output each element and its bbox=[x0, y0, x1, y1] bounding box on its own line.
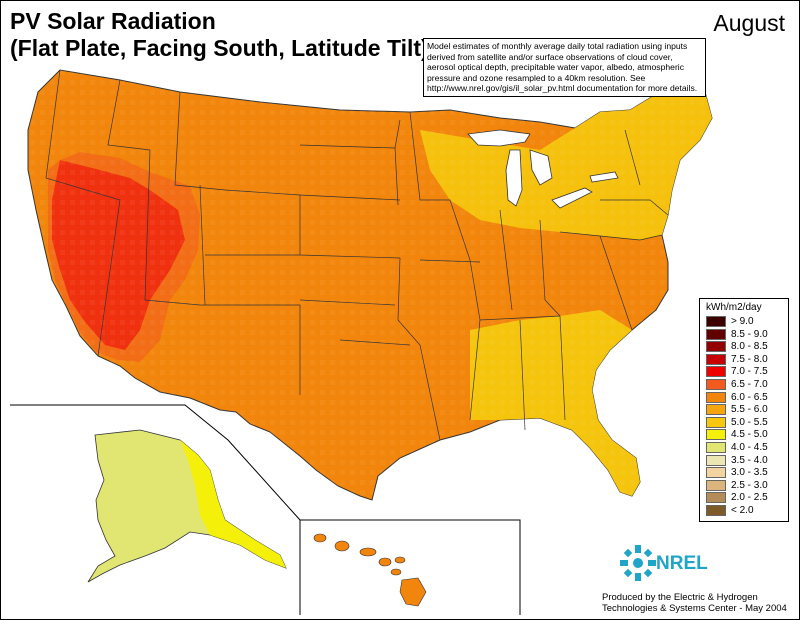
legend-item: < 2.0 bbox=[706, 505, 754, 516]
legend-swatch bbox=[706, 404, 726, 416]
legend-label: 2.0 - 2.5 bbox=[731, 492, 768, 504]
legend-swatch bbox=[706, 479, 726, 491]
legend-item: 3.5 - 4.0 bbox=[706, 454, 768, 466]
legend-label: 5.5 - 6.0 bbox=[731, 404, 768, 416]
legend-label: 8.0 - 8.5 bbox=[731, 341, 768, 353]
legend-item: 8.5 - 9.0 bbox=[706, 328, 768, 340]
legend-swatch bbox=[706, 442, 726, 453]
legend-item: 5.0 - 5.5 bbox=[706, 416, 768, 428]
note-line: derived from satellite and/or surface ob… bbox=[427, 51, 673, 62]
legend-label: 3.0 - 3.5 bbox=[731, 467, 768, 479]
hawaii-inset-border bbox=[300, 519, 521, 615]
legend-item: > 9.0 bbox=[706, 316, 754, 327]
note-line: aerosol optical depth, precipitable wate… bbox=[427, 62, 685, 72]
legend-label: 7.5 - 8.0 bbox=[731, 353, 768, 365]
note-line: http://www.nrel.gov/gis/il_solar_pv.html… bbox=[427, 83, 698, 93]
legend-item: 3.0 - 3.5 bbox=[706, 467, 768, 478]
legend-label: 8.5 - 9.0 bbox=[731, 328, 768, 340]
title-line-2: (Flat Plate, Facing South, Latitude Tilt… bbox=[10, 35, 429, 61]
nrel-logo-text: NREL bbox=[656, 553, 708, 574]
credit-line-2: Technologies & Systems Center - May 2004 bbox=[602, 603, 787, 614]
legend-swatch bbox=[706, 328, 726, 340]
legend-title: kWh/m2/day bbox=[706, 302, 762, 313]
legend-label: 2.5 - 3.0 bbox=[731, 479, 768, 491]
legend-item: 2.0 - 2.5 bbox=[706, 492, 768, 504]
title-line-1: PV Solar Radiation bbox=[10, 8, 216, 34]
month-label: August bbox=[713, 10, 785, 36]
legend-item: 6.0 - 6.5 bbox=[706, 391, 768, 403]
methodology-note: Model estimates of monthly average daily… bbox=[423, 38, 706, 97]
alaska-inset-border bbox=[10, 404, 301, 615]
legend-label: 5.0 - 5.5 bbox=[731, 416, 768, 428]
legend-swatch bbox=[706, 316, 726, 327]
legend-label: 6.0 - 6.5 bbox=[731, 391, 768, 403]
legend-item: 4.5 - 5.0 bbox=[706, 429, 768, 441]
credit-text: Produced by the Electric & Hydrogen Tech… bbox=[602, 592, 792, 614]
legend-label: 7.0 - 7.5 bbox=[731, 366, 768, 378]
legend-item: 4.0 - 4.5 bbox=[706, 442, 768, 453]
legend-swatch bbox=[706, 379, 726, 390]
legend-swatch bbox=[706, 366, 726, 378]
legend-label: 4.5 - 5.0 bbox=[731, 429, 768, 441]
legend-label: > 9.0 bbox=[731, 316, 754, 328]
legend-label: 6.5 - 7.0 bbox=[731, 379, 768, 391]
legend-swatch bbox=[706, 429, 726, 441]
legend-item: 7.0 - 7.5 bbox=[706, 366, 768, 378]
note-line: Model estimates of monthly average daily… bbox=[427, 41, 688, 51]
legend-item: 2.5 - 3.0 bbox=[706, 479, 768, 491]
legend-label: 4.0 - 4.5 bbox=[731, 442, 768, 454]
credit-line-1: Produced by the Electric & Hydrogen bbox=[602, 592, 758, 603]
legend-swatch bbox=[706, 505, 726, 516]
legend-label: 3.5 - 4.0 bbox=[731, 454, 768, 466]
alaska-south-zone bbox=[180, 440, 286, 568]
legend-item: 8.0 - 8.5 bbox=[706, 341, 768, 352]
legend-swatch bbox=[706, 492, 726, 504]
alaska bbox=[87, 429, 287, 583]
note-line: pressure and ozone resampled to a 40km r… bbox=[427, 72, 646, 83]
legend-item: 7.5 - 8.0 bbox=[706, 353, 768, 365]
legend-label: < 2.0 bbox=[731, 505, 754, 517]
legend: kWh/m2/day > 9.0 8.5 - 9.0 8.0 - 8.5 7.5 - … bbox=[699, 298, 789, 522]
legend-item: 6.5 - 7.0 bbox=[706, 379, 768, 390]
hawaii bbox=[313, 533, 427, 607]
legend-swatch bbox=[706, 454, 726, 466]
legend-swatch bbox=[706, 391, 726, 403]
legend-swatch bbox=[706, 416, 726, 428]
legend-swatch bbox=[706, 341, 726, 353]
legend-swatch bbox=[706, 467, 726, 479]
nrel-logo-icon bbox=[620, 545, 656, 581]
legend-swatch bbox=[706, 353, 726, 365]
legend-item: 5.5 - 6.0 bbox=[706, 404, 768, 415]
map-title: PV Solar Radiation (Flat Plate, Facing S… bbox=[10, 8, 429, 62]
